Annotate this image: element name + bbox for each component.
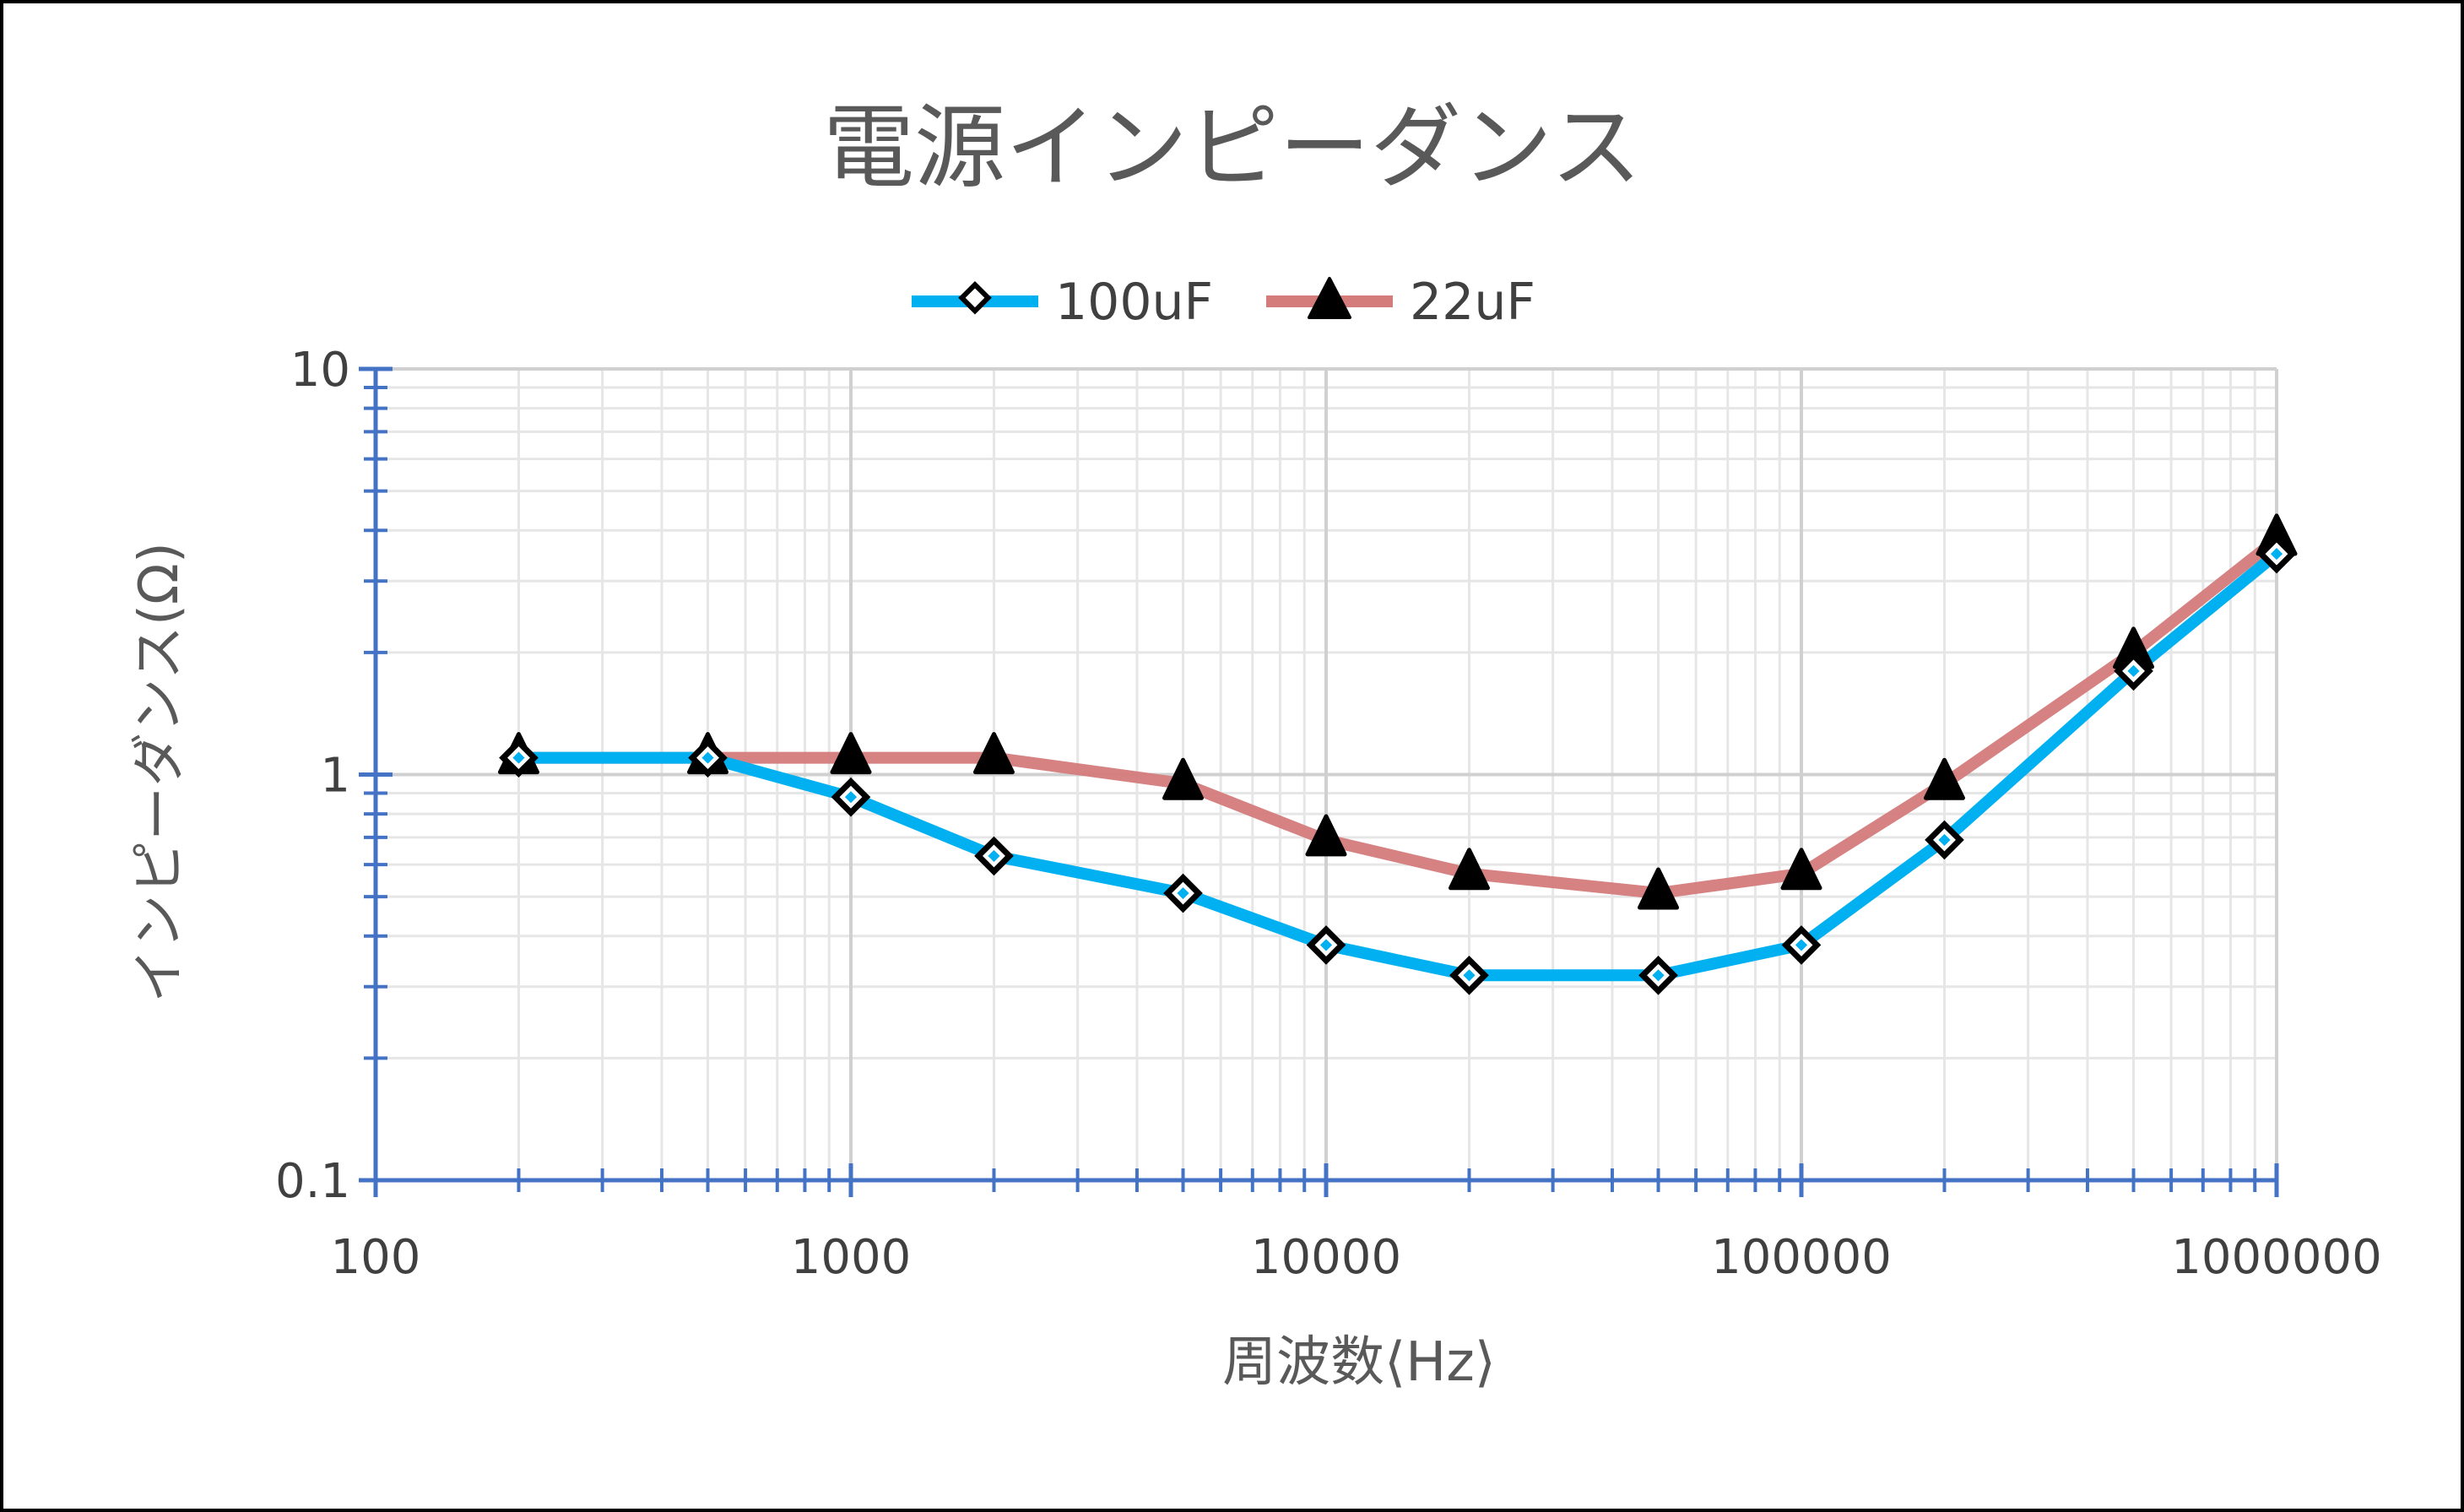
- marker-center-100uf: [512, 751, 525, 764]
- legend-entry-100uf: 100uF: [912, 273, 1213, 332]
- legend-marker-22uf: [1308, 277, 1351, 319]
- marker-22uf: [1305, 814, 1347, 857]
- marker-center-100uf: [1652, 969, 1665, 982]
- marker-22uf: [1923, 757, 1965, 800]
- x-tick-label: 1000: [791, 1230, 912, 1285]
- marker-center-100uf: [1463, 969, 1476, 982]
- grid: [374, 367, 2278, 1182]
- marker-center-100uf: [1319, 939, 1333, 951]
- series-layer: [497, 513, 2298, 995]
- marker-center-100uf: [844, 791, 858, 804]
- marker-center-100uf: [1177, 886, 1189, 900]
- legend-marker-100uf: [958, 280, 992, 315]
- series-line-100uf: [512, 548, 2283, 982]
- series-line-22uf: [512, 533, 2283, 899]
- x-tick-label: 100: [331, 1230, 421, 1285]
- y-tick-label: 0.1: [275, 1154, 350, 1209]
- legend-entry-22uf: 22uF: [1266, 273, 1535, 332]
- marker-22uf: [972, 732, 1015, 775]
- y-tick-label: 1: [320, 749, 350, 804]
- marker-22uf: [1780, 848, 1822, 891]
- x-axis-title: 周波数⟨Hz⟩: [1222, 1331, 1496, 1394]
- x-tick-label: 100000: [1711, 1230, 1892, 1285]
- marker-center-100uf: [988, 849, 1000, 862]
- marker-22uf: [1162, 757, 1205, 800]
- marker-22uf: [830, 732, 872, 775]
- y-tick-label: 10: [290, 343, 350, 398]
- marker-22uf: [1638, 867, 1680, 910]
- chart-title: 電源インピーダンス: [823, 95, 1642, 201]
- legend-label-22uf: 22uF: [1410, 273, 1535, 332]
- legend: 100uF 22uF: [912, 273, 1535, 332]
- y-axis-title: インピーダンス(Ω): [128, 542, 191, 1003]
- x-tick-label: 1000000: [2171, 1230, 2381, 1285]
- legend-label-100uf: 100uF: [1055, 273, 1213, 332]
- marker-center-100uf: [701, 751, 714, 764]
- marker-22uf: [1448, 848, 1490, 891]
- x-tick-label: 10000: [1251, 1230, 1401, 1285]
- axes: 100 1000 10000 100000 1000000 0.1 1 10: [275, 343, 2382, 1285]
